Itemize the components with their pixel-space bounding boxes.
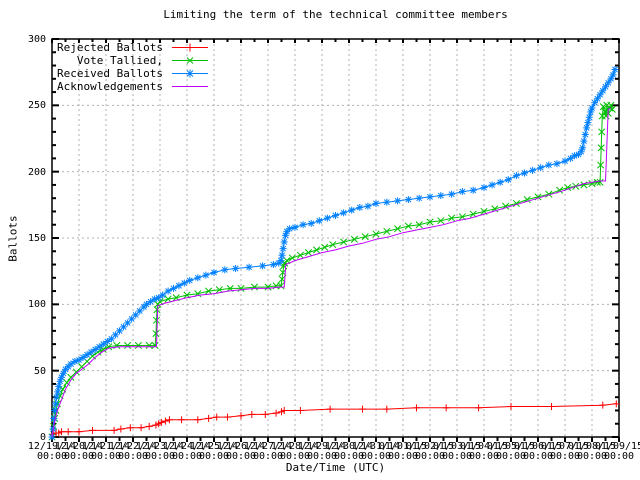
x-tick-label: 01/07/15 00:00 <box>540 441 590 462</box>
x-axis-label: Date/Time (UTC) <box>285 461 386 474</box>
x-tick-label: 01/09/15 00:00 <box>594 441 640 462</box>
y-tick-label: 300 <box>27 34 46 45</box>
x-tick-label: 12/20/14 00:00 <box>54 441 104 462</box>
x-tick-label: 01/05/15 00:00 <box>486 441 536 462</box>
x-tick-label: 01/08/15 00:00 <box>567 441 617 462</box>
series-rejected-ballots <box>48 400 620 441</box>
received-line-sample-icon <box>172 69 208 78</box>
x-tick-label: 12/30/14 00:00 <box>324 441 374 462</box>
legend-item-rejected-ballots: Rejected Ballots <box>57 41 209 54</box>
y-tick-label: 200 <box>27 166 46 178</box>
y-tick-label: 50 <box>33 365 46 377</box>
x-tick-label: 01/03/15 00:00 <box>432 441 482 462</box>
y-tick-label: 0 <box>39 432 46 443</box>
x-tick-label: 12/26/14 00:00 <box>216 441 266 462</box>
x-tick-label: 12/27/14 00:00 <box>243 441 293 462</box>
x-tick-label: 12/24/14 00:00 <box>162 441 212 462</box>
x-tick-label: 12/28/14 00:00 <box>270 441 320 462</box>
x-tick-label: 01/06/15 00:00 <box>513 441 563 462</box>
rejected-line-sample-icon <box>172 43 208 52</box>
series-acknowledgements <box>51 107 612 438</box>
tallied-line-sample-icon <box>172 57 208 64</box>
x-tick-label: 01/04/15 00:00 <box>459 441 509 462</box>
legend-item-vote-tallied: Vote Tallied, <box>57 54 209 67</box>
x-tick-label: 12/22/14 00:00 <box>108 441 158 462</box>
legend-item-received-ballots: Received Ballots <box>57 67 209 80</box>
legend-label-received-ballots: Received Ballots <box>57 67 163 80</box>
x-tick-label: 12/23/14 00:00 <box>135 441 185 462</box>
y-tick-label: 150 <box>27 233 46 244</box>
x-tick-label: 12/19/14 00:00 <box>27 441 77 462</box>
tick-marks <box>51 38 620 442</box>
x-tick-label: 01/02/15 00:00 <box>405 441 455 462</box>
legend-label-rejected-ballots: Rejected Ballots <box>57 41 163 54</box>
grid-lines <box>52 39 619 437</box>
y-tick-label: 250 <box>27 100 46 112</box>
legend: Rejected Ballots Vote Tallied, Received … <box>57 41 209 93</box>
legend-label-acknowledgements: Acknowledgements <box>57 80 163 93</box>
chart-title: Limiting the term of the technical commi… <box>163 8 508 21</box>
x-tick-label: 12/31/14 00:00 <box>351 441 401 462</box>
legend-item-acknowledgements: Acknowledgements <box>57 80 209 93</box>
series-vote-tallied <box>48 101 616 441</box>
acknowledgements-line-sample-icon <box>172 86 208 87</box>
y-tick-label: 100 <box>27 299 46 311</box>
x-tick-label: 12/25/14 00:00 <box>189 441 239 462</box>
x-tick-label: 12/29/14 00:00 <box>297 441 347 462</box>
legend-label-vote-tallied: Vote Tallied, <box>76 54 163 67</box>
x-tick-label: 01/01/15 00:00 <box>378 441 428 462</box>
x-tick-label: 12/21/14 00:00 <box>81 441 131 462</box>
series-received-ballots <box>48 66 619 441</box>
